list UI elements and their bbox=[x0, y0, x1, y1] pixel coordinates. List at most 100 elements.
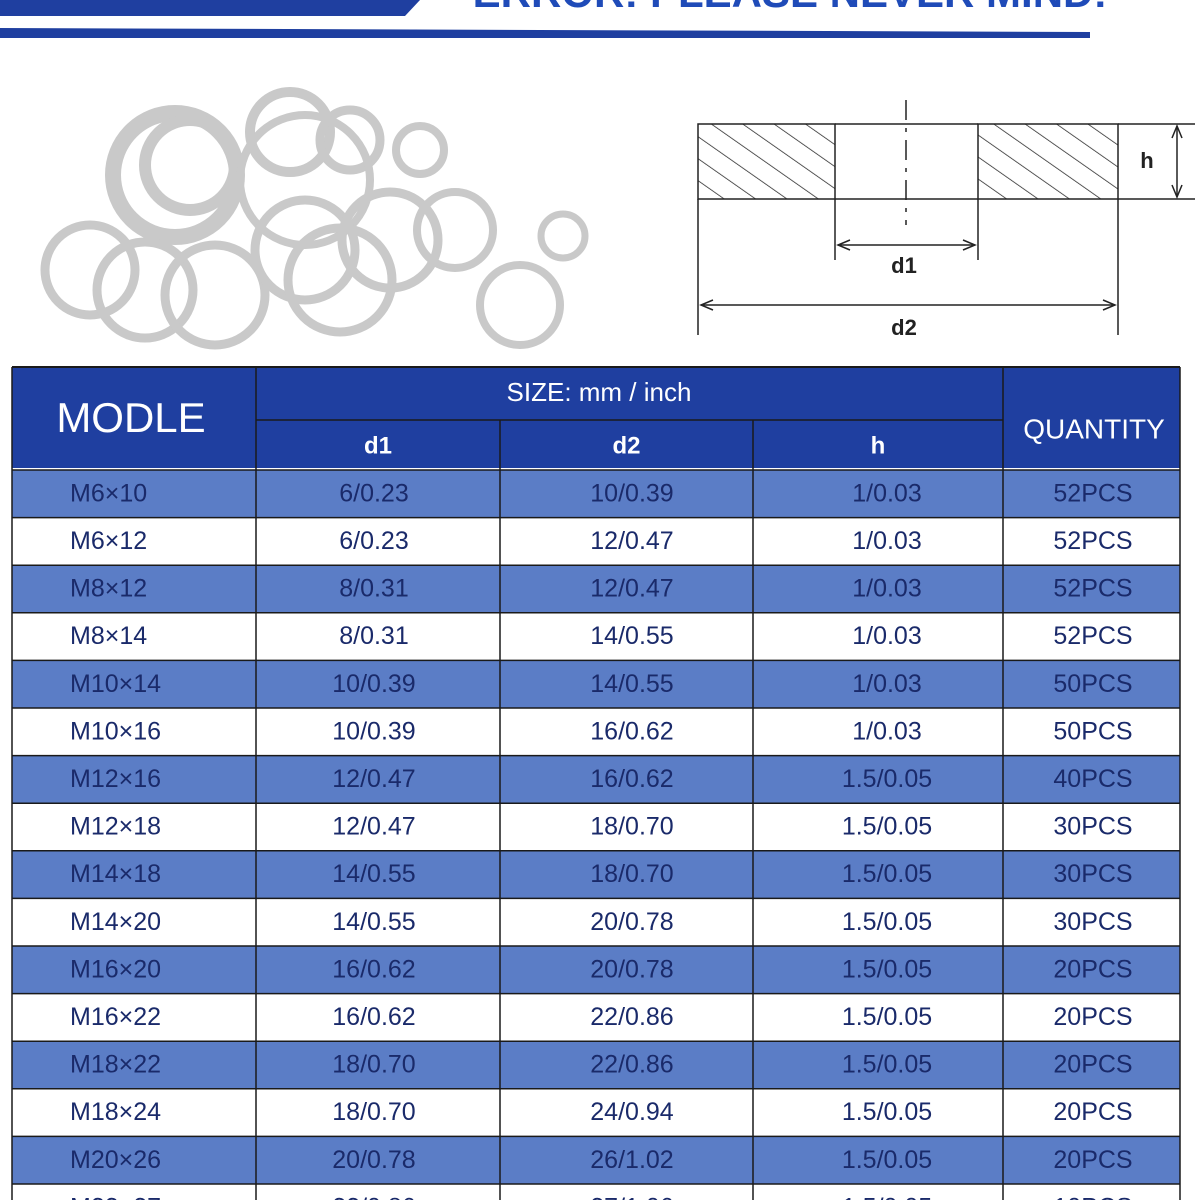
cell: 18/0.70 bbox=[332, 1051, 415, 1079]
label-h: h bbox=[1140, 148, 1153, 173]
model-cell: M10×14 bbox=[70, 670, 161, 698]
row-white bbox=[12, 993, 1180, 1042]
cell: 8/0.31 bbox=[339, 622, 409, 650]
cell: 1.5/0.05 bbox=[842, 765, 932, 793]
model-cell: M20×26 bbox=[70, 1146, 161, 1174]
cell: 22/0.86 bbox=[590, 1003, 673, 1031]
size-header: SIZE: mm / inch bbox=[507, 377, 692, 407]
cell: 1.5/0.05 bbox=[842, 813, 932, 841]
cell: 1/0.03 bbox=[852, 717, 922, 745]
row-white bbox=[12, 517, 1180, 566]
cell: 20PCS bbox=[1053, 1003, 1132, 1031]
cell: 52PCS bbox=[1053, 527, 1132, 555]
size-table: MODLE SIZE: mm / inch QUANTITY d1 d2 h M6×1… bbox=[11, 366, 1181, 1200]
cell: 6/0.23 bbox=[339, 479, 409, 507]
washers-photo bbox=[40, 87, 589, 350]
cell: 1.5/0.05 bbox=[842, 955, 932, 983]
row-blue bbox=[12, 755, 1180, 804]
cell: 50PCS bbox=[1053, 717, 1132, 745]
model-cell: M8×12 bbox=[70, 575, 147, 603]
row-blue bbox=[12, 1041, 1180, 1089]
label-d2: d2 bbox=[891, 315, 917, 340]
model-cell: M14×20 bbox=[70, 908, 161, 936]
cell: 10PCS bbox=[1053, 1193, 1132, 1200]
quantity-header: QUANTITY bbox=[1023, 413, 1165, 444]
cell: 30PCS bbox=[1053, 860, 1132, 888]
model-cell: M14×18 bbox=[70, 860, 161, 888]
cell: 24/0.94 bbox=[590, 1098, 674, 1126]
cell: 18/0.70 bbox=[332, 1098, 415, 1126]
model-cell: M12×16 bbox=[70, 765, 161, 793]
row-white bbox=[12, 1088, 1180, 1137]
row-white bbox=[12, 898, 1180, 946]
cell: 20PCS bbox=[1053, 1051, 1132, 1079]
cell: 14/0.55 bbox=[332, 908, 415, 936]
row-white bbox=[12, 612, 1180, 661]
model-header: MODLE bbox=[56, 394, 205, 441]
model-cell: M22×27 bbox=[70, 1193, 161, 1200]
cell: 26/1.02 bbox=[590, 1146, 673, 1174]
cell: 1.5/0.05 bbox=[842, 860, 932, 888]
cell: 12/0.47 bbox=[332, 813, 415, 841]
cell: 30PCS bbox=[1053, 908, 1132, 936]
model-cell: M16×22 bbox=[70, 1003, 161, 1031]
cell: 14/0.55 bbox=[332, 860, 415, 888]
row-blue bbox=[12, 1136, 1180, 1184]
cell: 18/0.70 bbox=[590, 813, 673, 841]
cell: 52PCS bbox=[1053, 479, 1132, 507]
cell: 40PCS bbox=[1053, 765, 1132, 793]
row-white bbox=[12, 708, 1180, 756]
cell: 20PCS bbox=[1053, 1146, 1132, 1174]
cell: 22/0.86 bbox=[590, 1051, 673, 1079]
cell: 50PCS bbox=[1053, 670, 1132, 698]
model-cell: M10×16 bbox=[70, 717, 161, 745]
cell: 8/0.31 bbox=[339, 575, 409, 603]
row-blue bbox=[12, 470, 1180, 518]
banner-text: ERROR! PLEASE NEVER MIND! bbox=[473, 0, 1108, 16]
model-cell: M8×14 bbox=[70, 622, 147, 650]
cell: 1/0.03 bbox=[852, 479, 922, 507]
cell: 16/0.62 bbox=[332, 955, 415, 983]
cell: 18/0.70 bbox=[590, 860, 673, 888]
cell: 1/0.03 bbox=[852, 527, 922, 555]
cell: 1/0.03 bbox=[852, 575, 922, 603]
cell: 1.5/0.05 bbox=[842, 908, 932, 936]
row-white bbox=[12, 803, 1180, 851]
model-cell: M6×10 bbox=[70, 479, 147, 507]
cell: 12/0.47 bbox=[332, 765, 415, 793]
cell: 1.5/0.05 bbox=[842, 1146, 932, 1174]
cell: 14/0.55 bbox=[590, 670, 673, 698]
row-white bbox=[12, 1184, 1180, 1200]
cell: 10/0.39 bbox=[332, 670, 415, 698]
cell: 20PCS bbox=[1053, 1098, 1132, 1126]
model-cell: M12×18 bbox=[70, 813, 161, 841]
cell: 52PCS bbox=[1053, 622, 1132, 650]
model-cell: M16×20 bbox=[70, 955, 161, 983]
cell: 10/0.39 bbox=[590, 479, 673, 507]
column-header: d1 bbox=[364, 432, 392, 459]
cell: 20/0.78 bbox=[332, 1146, 415, 1174]
cell: 16/0.62 bbox=[590, 765, 673, 793]
cell: 16/0.62 bbox=[332, 1003, 415, 1031]
model-cell: M6×12 bbox=[70, 527, 147, 555]
cell: 52PCS bbox=[1053, 575, 1132, 603]
column-header: h bbox=[871, 432, 886, 459]
label-d1: d1 bbox=[891, 253, 917, 278]
cell: 1.5/0.05 bbox=[842, 1051, 932, 1079]
column-header: d2 bbox=[612, 432, 640, 459]
cell: 6/0.23 bbox=[339, 527, 409, 555]
cell: 22/0.86 bbox=[332, 1193, 415, 1200]
row-blue bbox=[12, 946, 1180, 994]
cell: 20PCS bbox=[1053, 955, 1132, 983]
model-cell: M18×22 bbox=[70, 1051, 161, 1079]
banner: ERROR! PLEASE NEVER MIND! bbox=[0, 0, 1107, 38]
cell: 20/0.78 bbox=[590, 955, 673, 983]
cell: 1.5/0.05 bbox=[842, 1003, 932, 1031]
cell: 16/0.62 bbox=[590, 717, 673, 745]
cross-section-diagram: h d1 d2 bbox=[697, 100, 1195, 340]
row-blue bbox=[12, 850, 1180, 899]
cell: 14/0.55 bbox=[590, 622, 673, 650]
cell: 30PCS bbox=[1053, 813, 1132, 841]
row-blue bbox=[12, 660, 1180, 708]
